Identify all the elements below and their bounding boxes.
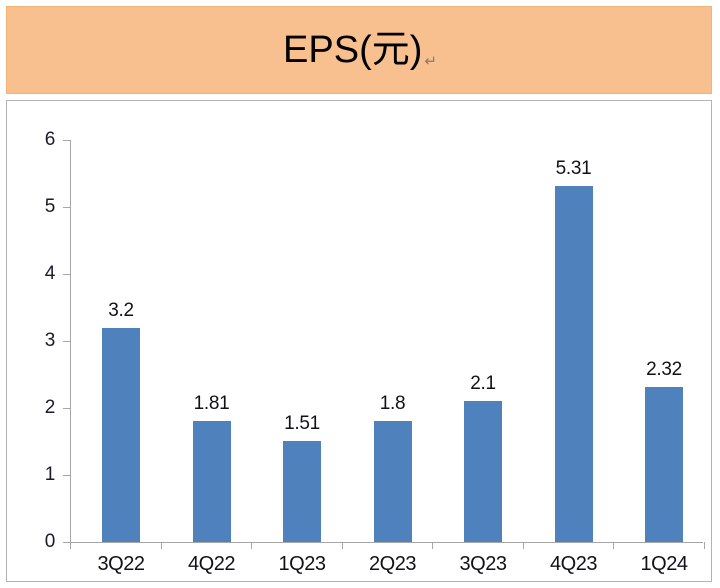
- x-axis-line: [70, 542, 703, 543]
- chart-container: 0 1 2 3 4 5 6 3.2 3Q22 1.81 4Q22 1.51 1Q23 1.8 2Q23 2.1…: [6, 100, 712, 582]
- bar-value-label: 2.1: [470, 373, 496, 395]
- x-axis-tick: [613, 542, 614, 549]
- y-axis-tick-label: 6: [44, 129, 56, 150]
- bar[interactable]: [283, 440, 321, 542]
- y-axis-tick: [63, 475, 70, 476]
- page-title: EPS(元) ↵: [283, 29, 437, 71]
- chart-title-text: EPS(元): [283, 29, 423, 71]
- y-axis-tick-label: 0: [44, 531, 56, 552]
- paragraph-mark-icon: ↵: [424, 53, 437, 70]
- x-axis-tick: [432, 542, 433, 549]
- x-axis-category-label: 3Q22: [97, 553, 145, 575]
- bar-value-label: 2.32: [646, 358, 682, 380]
- bar[interactable]: [464, 401, 502, 542]
- y-axis-tick: [63, 341, 70, 342]
- bar[interactable]: [373, 421, 412, 542]
- y-axis-line: [70, 140, 71, 543]
- x-axis-tick: [160, 542, 162, 549]
- bar-value-label: 1.81: [193, 392, 230, 414]
- bar[interactable]: [102, 327, 140, 542]
- bar-value-label: 1.51: [284, 412, 320, 434]
- x-axis-category-label: 1Q23: [278, 553, 326, 575]
- bar-value-label: 3.2: [108, 299, 134, 321]
- chart-title-banner: EPS(元) ↵: [6, 6, 712, 94]
- x-axis-category-label: 3Q23: [459, 553, 507, 575]
- x-axis-tick: [703, 542, 705, 549]
- y-axis-tick: [63, 274, 70, 275]
- y-axis-tick: [63, 408, 70, 409]
- x-axis-tick: [522, 542, 524, 549]
- y-axis-tick: [63, 140, 70, 141]
- y-axis-tick-label: 2: [44, 397, 56, 418]
- y-axis-tick-label: 5: [44, 196, 56, 217]
- x-axis-category-label: 1Q24: [640, 553, 688, 575]
- x-axis-category-label: 2Q23: [369, 553, 416, 575]
- x-axis-tick: [341, 542, 343, 549]
- y-axis-tick: [63, 207, 70, 208]
- bar[interactable]: [554, 186, 593, 542]
- x-axis-tick: [70, 542, 71, 549]
- bar[interactable]: [645, 386, 683, 542]
- y-axis-tick-label: 1: [44, 464, 56, 485]
- y-axis-tick-label: 3: [44, 330, 56, 351]
- y-axis-tick-label: 4: [44, 263, 56, 284]
- bar-value-label: 1.8: [379, 393, 406, 415]
- x-axis-tick: [251, 542, 252, 549]
- bar-value-label: 5.31: [555, 158, 592, 180]
- bar[interactable]: [192, 420, 231, 542]
- x-axis-category-label: 4Q23: [550, 553, 597, 575]
- plot-area: 0 1 2 3 4 5 6 3.2 3Q22 1.81 4Q22 1.51 1Q23 1.8 2Q23 2.1…: [7, 101, 711, 581]
- x-axis-category-label: 4Q22: [188, 553, 235, 575]
- y-axis-tick: [63, 542, 70, 543]
